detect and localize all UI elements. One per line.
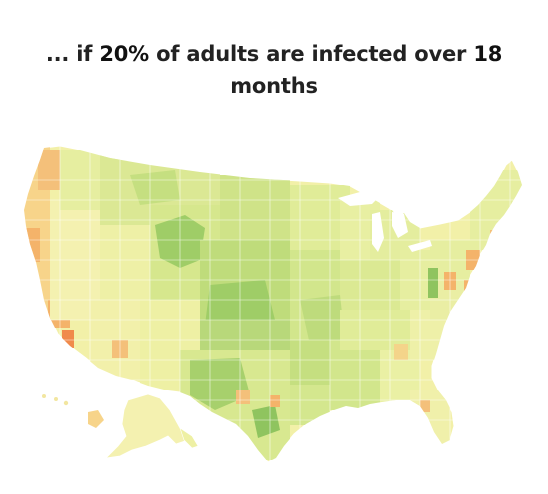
atlanta-region	[394, 344, 408, 360]
title-percent: 20%	[99, 42, 150, 66]
hawaii-island-big	[88, 410, 104, 428]
alaska	[104, 393, 189, 459]
mississippi-alabama-region	[330, 340, 380, 410]
map-title: ... if 20% of adults are infected over 1…	[0, 38, 548, 102]
ca-bay-region	[24, 228, 40, 262]
wv-region	[428, 268, 438, 298]
houston-green	[252, 405, 280, 438]
lake-michigan	[372, 212, 384, 252]
wyoming-region	[130, 170, 180, 205]
louisiana-region	[290, 385, 330, 425]
title-middle: of adults are infected over	[149, 42, 474, 66]
hawaii-island-1	[42, 394, 46, 398]
title-line2: months	[230, 74, 318, 98]
dakotas-region	[220, 175, 290, 245]
dallas-region	[236, 390, 250, 404]
hawaii	[42, 394, 104, 428]
title-months-number: 18	[473, 42, 503, 66]
tampa-region	[420, 400, 430, 412]
san-diego-region	[62, 330, 74, 348]
new-england-region	[470, 170, 522, 250]
hawaii-island-3	[63, 400, 69, 406]
alaska-panhandle	[179, 427, 199, 449]
hawaii-island-2	[54, 397, 58, 401]
title-prefix: ... if	[45, 42, 100, 66]
west-texas-green	[190, 358, 250, 410]
lake-huron	[392, 212, 408, 238]
great-lakes	[338, 192, 432, 252]
tennessee-kentucky-region	[340, 310, 420, 350]
lake-superior	[338, 192, 380, 206]
austin-region	[270, 395, 280, 407]
lake-erie	[408, 240, 432, 252]
